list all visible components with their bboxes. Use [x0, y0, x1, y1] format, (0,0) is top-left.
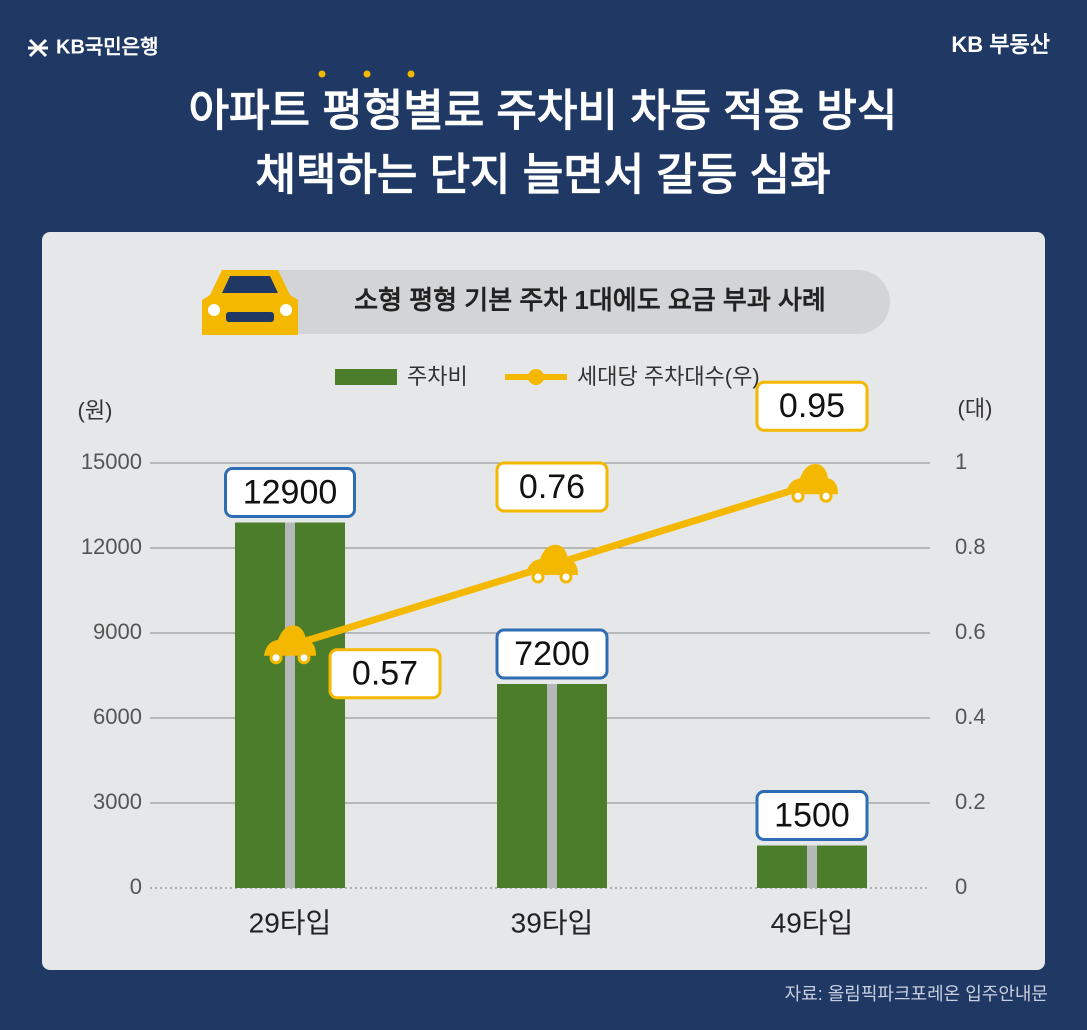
y2-tick-label: 0.4 [955, 704, 986, 729]
y2-axis-label: (대) [958, 396, 993, 421]
point [264, 625, 316, 656]
legend-swatch [335, 369, 397, 385]
value-label: 12900 [243, 473, 338, 511]
bar-stripe [807, 845, 817, 888]
y-tick-label: 12000 [81, 534, 142, 559]
y-tick-label: 3000 [93, 789, 142, 814]
value-label: 1500 [774, 796, 850, 834]
point-wheel [297, 651, 311, 665]
y-tick-label: 9000 [93, 619, 142, 644]
x-tick-label: 39타입 [511, 907, 594, 938]
y-axis-label: (원) [78, 398, 113, 423]
bar-stripe [547, 684, 557, 888]
brand-logo [28, 38, 48, 58]
legend-label: 세대당 주차대수(우) [577, 364, 760, 389]
service-name: KB 부동산 [951, 32, 1050, 57]
value-label: 7200 [514, 635, 590, 673]
subtitle-pill [220, 270, 890, 334]
subtitle: 소형 평형 기본 주차 1대에도 요금 부과 사례 [354, 285, 826, 315]
legend-swatch [528, 369, 544, 385]
bar-stripe [285, 522, 295, 888]
chart-title: 아파트 평형별로 주차비 차등 적용 방식 [189, 87, 898, 136]
legend-label: 주차비 [407, 364, 468, 389]
x-tick-label: 49타입 [771, 907, 854, 938]
y2-tick-label: 0.2 [955, 789, 986, 814]
value-label: 0.57 [352, 655, 418, 693]
brand: KB국민은행 [56, 35, 159, 58]
x-tick-label: 29타입 [249, 907, 332, 938]
title-dots [318, 70, 415, 78]
value-label-box [755, 380, 869, 432]
value-label-box [755, 790, 869, 841]
y-tick-label: 15000 [81, 449, 142, 474]
point-wheel [531, 570, 545, 584]
point-wheel [269, 651, 283, 665]
value-label: 0.95 [779, 387, 845, 425]
y2-tick-label: 1 [955, 449, 967, 474]
value-label-box [224, 467, 356, 518]
source: 자료: 올림픽파크포레온 입주안내문 [785, 984, 1048, 1004]
chart-title: 채택하는 단지 늘면서 갈등 심화 [255, 151, 830, 200]
y-tick-label: 6000 [93, 704, 142, 729]
value-label-box [495, 461, 609, 513]
value-label-box [328, 648, 442, 700]
y2-tick-label: 0.6 [955, 619, 986, 644]
value-label-box [495, 628, 609, 680]
car-icon [202, 270, 298, 335]
point-wheel [791, 489, 805, 503]
value-label: 0.76 [519, 468, 585, 506]
y-tick-label: 0 [130, 874, 142, 899]
y2-tick-label: 0 [955, 874, 967, 899]
point [786, 464, 838, 495]
point [526, 544, 578, 575]
y2-tick-label: 0.8 [955, 534, 986, 559]
point-wheel [819, 489, 833, 503]
point-wheel [559, 570, 573, 584]
